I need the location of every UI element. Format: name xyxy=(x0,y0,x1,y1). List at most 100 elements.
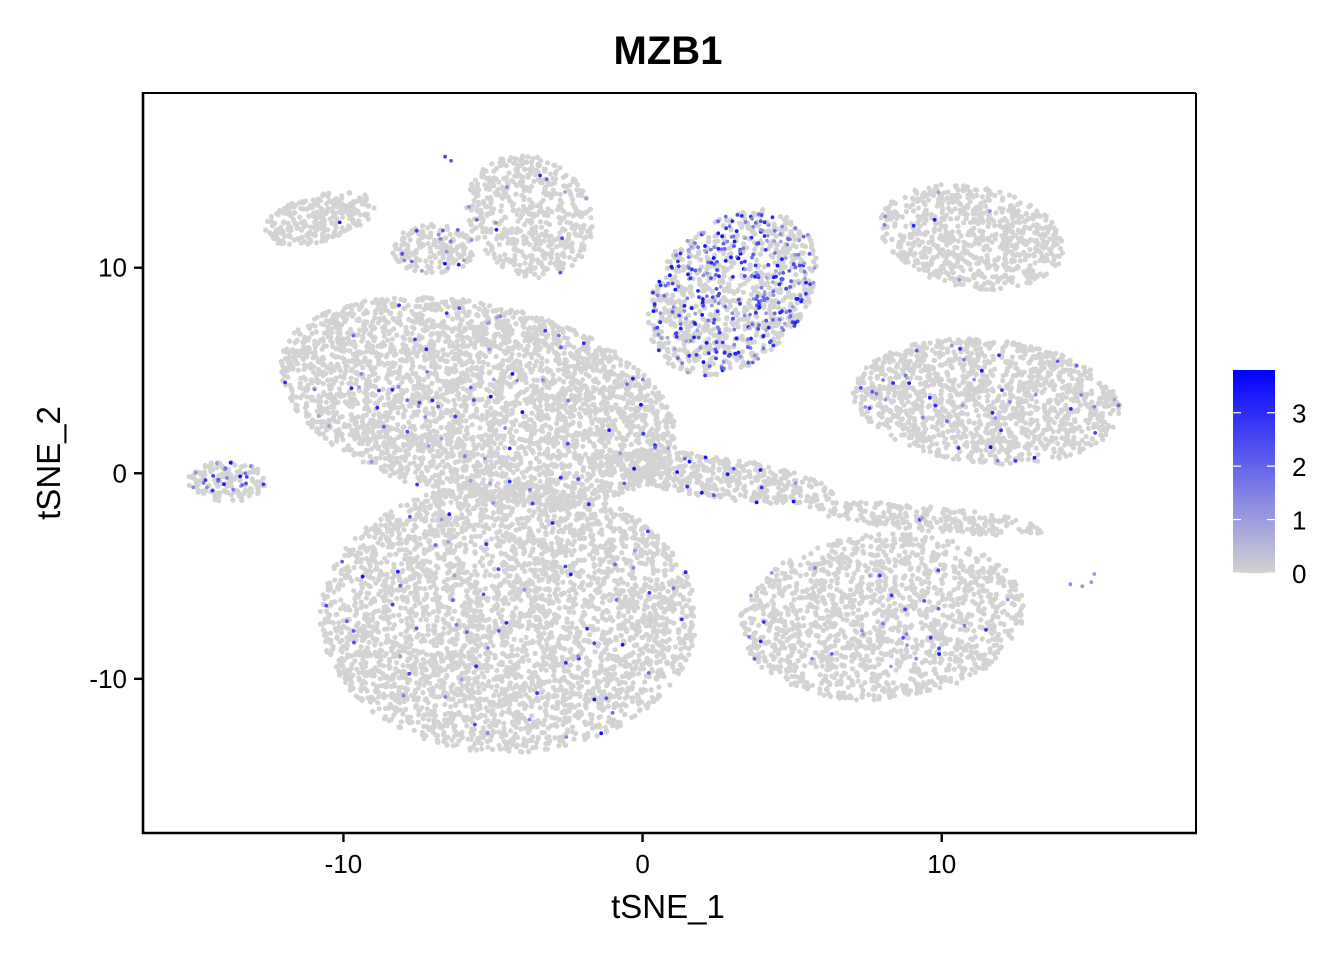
data-point xyxy=(416,383,422,390)
data-point xyxy=(428,338,434,344)
data-point xyxy=(490,383,496,389)
data-point xyxy=(430,405,436,411)
data-point xyxy=(488,458,494,464)
data-point xyxy=(292,357,298,363)
data-point xyxy=(477,425,483,431)
data-point xyxy=(382,323,388,329)
data-point xyxy=(618,434,624,440)
data-point xyxy=(491,412,497,418)
data-point xyxy=(640,426,646,432)
data-point xyxy=(398,605,404,611)
data-point xyxy=(373,384,379,390)
data-point xyxy=(344,303,350,310)
data-point xyxy=(370,300,376,306)
data-point xyxy=(522,413,529,419)
data-point xyxy=(434,330,440,336)
data-point xyxy=(603,483,610,489)
data-point xyxy=(340,309,346,315)
data-point xyxy=(459,379,465,385)
data-point xyxy=(376,591,382,598)
data-point xyxy=(391,461,397,467)
data-point xyxy=(531,423,538,429)
data-point xyxy=(305,345,311,351)
data-point xyxy=(600,398,607,404)
data-point xyxy=(590,367,596,373)
data-point xyxy=(442,464,448,470)
data-point xyxy=(416,348,422,354)
data-point xyxy=(469,422,475,428)
data-point xyxy=(547,471,553,477)
data-point xyxy=(323,435,329,441)
data-point xyxy=(366,398,373,404)
data-point xyxy=(541,381,548,387)
data-point xyxy=(409,318,415,324)
data-point xyxy=(591,465,597,471)
data-point xyxy=(363,349,369,355)
data-point xyxy=(595,417,601,424)
data-point xyxy=(547,368,554,374)
data-point xyxy=(413,311,419,318)
data-point xyxy=(574,470,580,477)
data-point xyxy=(415,296,421,302)
data-point xyxy=(473,406,480,412)
data-point xyxy=(548,425,554,432)
data-point xyxy=(536,352,542,358)
data-point xyxy=(431,412,437,418)
data-point xyxy=(440,487,446,493)
data-point xyxy=(421,377,427,383)
data-point xyxy=(502,473,508,479)
data-point xyxy=(556,396,562,402)
data-point xyxy=(517,400,523,407)
data-point xyxy=(440,458,446,465)
data-point xyxy=(406,419,412,425)
data-point xyxy=(601,364,608,370)
data-point xyxy=(623,594,629,600)
data-point xyxy=(563,388,570,394)
data-point xyxy=(454,333,460,339)
data-point xyxy=(601,393,607,399)
data-point xyxy=(474,571,480,578)
data-point xyxy=(407,375,413,382)
data-point xyxy=(474,312,480,318)
data-point xyxy=(427,353,433,359)
data-point xyxy=(522,450,528,456)
data-point xyxy=(491,693,497,699)
data-point xyxy=(403,324,409,331)
data-point xyxy=(497,465,503,471)
data-point xyxy=(560,329,566,335)
data-point xyxy=(398,561,405,567)
data-point xyxy=(466,321,472,327)
data-point xyxy=(342,399,348,405)
data-point xyxy=(470,682,476,688)
data-point xyxy=(444,475,450,482)
data-point xyxy=(532,362,538,369)
data-point xyxy=(498,459,504,465)
data-point xyxy=(562,452,569,458)
data-point xyxy=(385,450,391,456)
data-point xyxy=(463,408,469,414)
data-point xyxy=(552,322,558,328)
data-point xyxy=(473,324,479,330)
data-point xyxy=(389,532,395,538)
data-point xyxy=(556,529,562,535)
data-point xyxy=(422,478,428,484)
data-point xyxy=(564,508,570,514)
data-point xyxy=(466,298,472,304)
data-point xyxy=(329,352,335,358)
data-point xyxy=(532,341,538,347)
data-point xyxy=(363,423,369,429)
data-point xyxy=(555,367,561,373)
data-point xyxy=(586,373,592,379)
data-point xyxy=(634,396,640,402)
data-point xyxy=(499,405,505,411)
data-point xyxy=(486,303,493,309)
data-point xyxy=(544,406,550,412)
data-point xyxy=(412,433,418,439)
data-point xyxy=(604,683,610,689)
data-point xyxy=(347,348,353,354)
data-point xyxy=(547,320,554,326)
data-point xyxy=(519,367,525,373)
data-point xyxy=(480,332,486,338)
data-point xyxy=(354,302,360,308)
data-point xyxy=(403,470,409,477)
